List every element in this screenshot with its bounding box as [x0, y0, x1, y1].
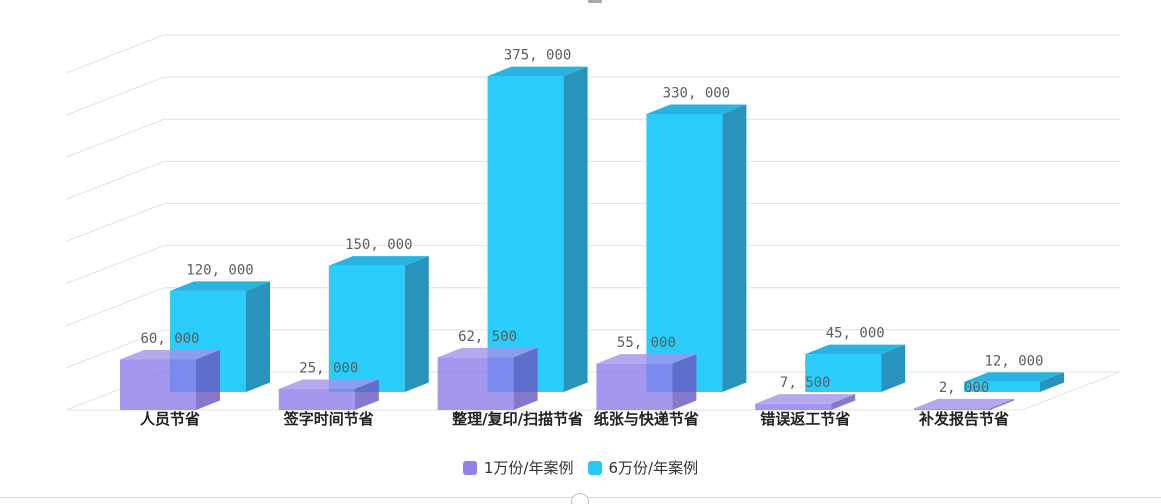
value-label: 25, 000 [299, 360, 358, 376]
gridline [65, 203, 1120, 242]
bar-front-face [596, 363, 673, 410]
bar-top-face [646, 104, 747, 114]
gridline [65, 329, 1120, 369]
bar-1万份/年案例-纸张与快递节省[interactable] [596, 354, 697, 410]
legend-swatch-purple [462, 461, 477, 475]
bar-top-face [596, 354, 697, 364]
bar-side-face [246, 281, 270, 392]
bar-top-face [805, 344, 906, 355]
bar-front-face [646, 113, 723, 392]
gridline [65, 160, 1120, 200]
legend-label-series-2: 6万份/年案例 [608, 459, 699, 477]
value-label: 12, 000 [984, 353, 1043, 369]
bar-top-face [755, 394, 856, 404]
category-label-1: 签字时间节省 [283, 410, 374, 428]
category-label-0: 人员节省 [140, 410, 200, 428]
bar-front-face [805, 354, 882, 392]
bar-front-face [328, 265, 405, 392]
bar-top-face [914, 398, 1014, 409]
clipped-title-fragment [588, 0, 602, 3]
legend-swatch-cyan [587, 461, 602, 475]
bar-side-face [563, 66, 588, 392]
legend-item-series-1[interactable]: 1万份/年案例 [462, 459, 574, 477]
gridline [65, 245, 1120, 285]
category-label-5: 补发报告节省 [918, 410, 1009, 428]
bar-side-face [831, 394, 856, 410]
bar-front-face [278, 388, 355, 410]
floor-edge [66, 371, 1121, 411]
legend: 1万份/年案例 6万份/年案例 [0, 459, 1161, 477]
bar-top-face [437, 347, 538, 358]
bar-side-face [881, 344, 906, 392]
value-label: 60, 000 [140, 331, 199, 347]
bar-1万份/年案例-补发报告节省[interactable] [914, 398, 1014, 410]
bar-1万份/年案例-整理/复印/扫描节省[interactable] [437, 347, 538, 410]
bar-side-face [404, 256, 429, 392]
bar-top-face [278, 379, 379, 389]
value-label: 45, 000 [826, 326, 885, 342]
value-label: 375, 000 [504, 48, 571, 64]
bar-top-face [120, 349, 220, 360]
value-label: 150, 000 [345, 237, 412, 253]
bar-front-face [437, 357, 514, 410]
gridline [65, 34, 1120, 74]
bar-side-face [722, 104, 747, 392]
bar-front-face [755, 403, 832, 410]
bar-side-face [1040, 372, 1064, 392]
bar-6万份/年案例-纸张与快递节省[interactable] [646, 104, 747, 392]
bar-1万份/年案例-签字时间节省[interactable] [278, 379, 379, 410]
bar-top-face [328, 256, 429, 266]
category-label-4: 错误返工节省 [760, 410, 850, 428]
value-label: 55, 000 [617, 335, 676, 351]
gridline [65, 118, 1120, 158]
bar-top-face [487, 66, 588, 77]
value-label: 330, 000 [663, 85, 730, 101]
bar-front-face [487, 76, 564, 392]
category-label-2: 整理/复印/扫描节省 [452, 410, 583, 428]
category-label-3: 纸张与快递节省 [594, 410, 699, 428]
bar-top-face [170, 281, 270, 291]
value-label: 2, 000 [939, 380, 990, 396]
bar-top-face [964, 372, 1064, 382]
bar-6万份/年案例-签字时间节省[interactable] [328, 256, 429, 392]
legend-item-series-2[interactable]: 6万份/年案例 [587, 459, 699, 477]
legend-label-series-1: 1万份/年案例 [483, 459, 574, 477]
bar-6万份/年案例-整理/复印/扫描节省[interactable] [487, 66, 588, 392]
value-label: 7, 500 [780, 375, 831, 391]
bar-side-face [990, 398, 1014, 410]
bar-front-face [120, 359, 196, 410]
value-label: 120, 000 [186, 262, 253, 278]
bar-1万份/年案例-人员节省[interactable] [120, 349, 220, 410]
gridline [65, 287, 1120, 327]
bar-front-face [964, 381, 1040, 392]
gridline [65, 76, 1120, 116]
bar-side-face [354, 379, 379, 410]
bar-6万份/年案例-补发报告节省[interactable] [964, 372, 1064, 392]
bar-side-face [672, 354, 697, 410]
bar-side-face [513, 347, 538, 410]
bar-6万份/年案例-错误返工节省[interactable] [805, 344, 906, 392]
value-label: 62, 500 [458, 329, 517, 345]
bar-1万份/年案例-错误返工节省[interactable] [755, 394, 856, 410]
bar-front-face [914, 408, 990, 410]
collapse-handle[interactable] [571, 493, 589, 504]
bar-side-face [196, 349, 220, 410]
